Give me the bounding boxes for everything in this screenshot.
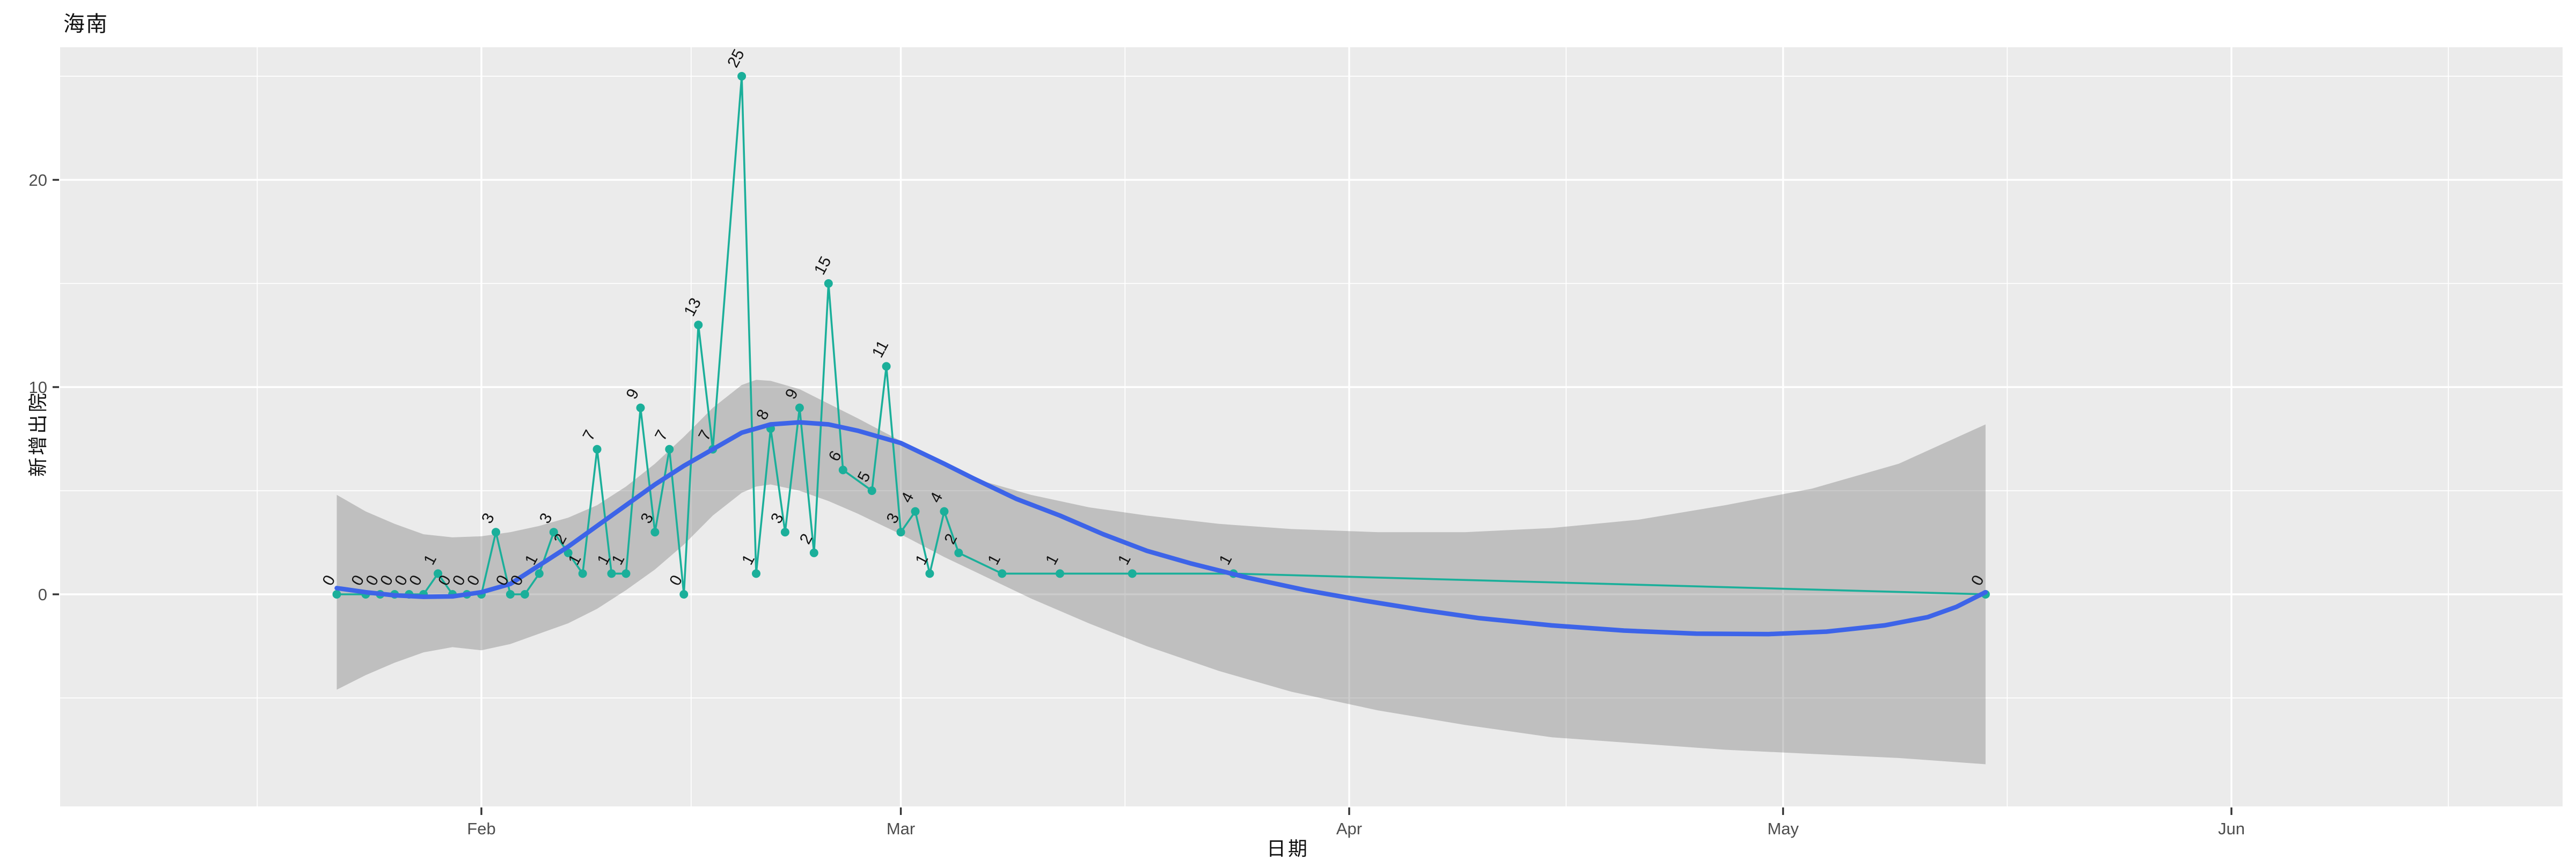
y-axis-title: 新增出院 bbox=[27, 391, 49, 477]
data-point[interactable] bbox=[809, 548, 818, 557]
data-point[interactable] bbox=[925, 569, 934, 578]
data-point[interactable] bbox=[824, 279, 833, 288]
data-point[interactable] bbox=[1056, 569, 1064, 578]
data-point[interactable] bbox=[1128, 569, 1137, 578]
plot-title: 海南 bbox=[63, 12, 108, 36]
data-point[interactable] bbox=[867, 486, 876, 495]
data-point[interactable] bbox=[752, 569, 760, 578]
data-point[interactable] bbox=[911, 507, 920, 516]
y-tick-label: 20 bbox=[29, 171, 47, 190]
x-tick-label: May bbox=[1767, 819, 1799, 838]
data-point[interactable] bbox=[650, 528, 660, 537]
data-point[interactable] bbox=[607, 569, 616, 578]
data-point[interactable] bbox=[492, 528, 500, 537]
x-axis-title: 日期 bbox=[1266, 838, 1309, 859]
data-point[interactable] bbox=[434, 569, 443, 578]
data-point[interactable] bbox=[549, 528, 558, 537]
data-point[interactable] bbox=[795, 403, 804, 412]
data-point[interactable] bbox=[679, 590, 689, 599]
panel-background bbox=[60, 47, 2563, 806]
data-point[interactable] bbox=[737, 72, 747, 81]
data-point[interactable] bbox=[665, 445, 674, 454]
data-point[interactable] bbox=[636, 403, 645, 412]
data-point[interactable] bbox=[506, 590, 515, 599]
x-tick-label: Apr bbox=[1336, 819, 1362, 838]
data-point[interactable] bbox=[535, 569, 544, 578]
data-point[interactable] bbox=[694, 321, 703, 330]
data-point[interactable] bbox=[896, 528, 905, 537]
data-point[interactable] bbox=[520, 590, 529, 599]
x-tick-label: Feb bbox=[467, 819, 495, 838]
data-point[interactable] bbox=[621, 569, 631, 578]
data-point[interactable] bbox=[578, 569, 587, 578]
x-tick-label: Mar bbox=[887, 819, 915, 838]
data-point[interactable] bbox=[592, 445, 602, 454]
x-tick-label: Jun bbox=[2218, 819, 2245, 838]
data-point[interactable] bbox=[882, 362, 891, 371]
confidence-ribbon bbox=[336, 380, 1986, 765]
data-point[interactable] bbox=[998, 569, 1007, 578]
data-point[interactable] bbox=[940, 507, 949, 516]
data-point[interactable] bbox=[780, 528, 789, 537]
data-point[interactable] bbox=[954, 548, 963, 557]
y-tick-label: 10 bbox=[29, 378, 47, 397]
data-point[interactable] bbox=[838, 465, 847, 475]
smooth-line bbox=[334, 420, 1988, 637]
y-tick-label: 0 bbox=[38, 585, 47, 604]
data-point[interactable] bbox=[332, 590, 341, 599]
